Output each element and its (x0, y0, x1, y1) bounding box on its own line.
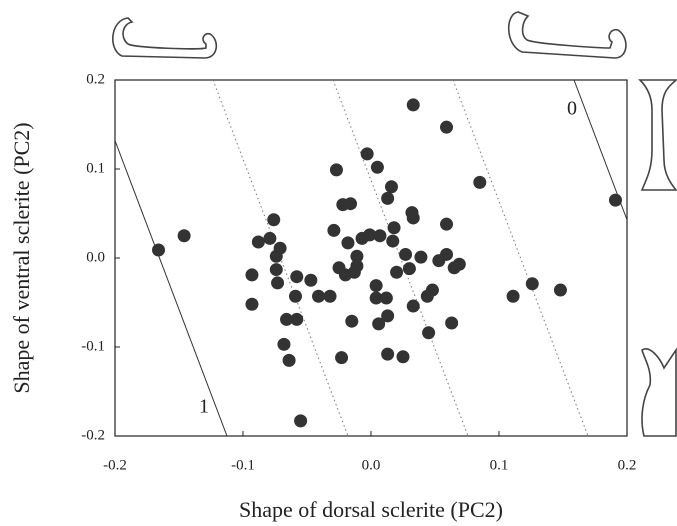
x-axis-title: Shape of dorsal sclerite (PC2) (239, 497, 503, 522)
point (386, 234, 400, 248)
point (372, 317, 386, 331)
point (251, 235, 265, 249)
point (327, 223, 341, 237)
point (381, 309, 395, 323)
x-tick-label: 0.2 (618, 457, 637, 473)
point (420, 289, 434, 303)
point (277, 337, 291, 351)
point (406, 98, 420, 112)
dotted-line (452, 80, 589, 436)
point (369, 291, 383, 305)
point (381, 347, 395, 361)
point (329, 163, 343, 177)
point (323, 289, 337, 303)
x-tick-label: -0.1 (231, 457, 255, 473)
point (363, 228, 377, 242)
point (406, 299, 420, 313)
y-tick-label: 0.0 (86, 249, 105, 265)
point (269, 263, 283, 277)
point (263, 231, 277, 245)
plot-frame (114, 79, 628, 437)
shape-icon (638, 79, 677, 191)
point (390, 265, 404, 279)
point (402, 262, 416, 276)
shape-icon (641, 347, 677, 437)
x-tick-label: 0.0 (362, 457, 381, 473)
point (396, 350, 410, 364)
y-tick-label: 0.1 (86, 160, 105, 176)
point (350, 259, 364, 273)
point (280, 312, 294, 326)
point (269, 249, 283, 263)
point (369, 279, 383, 293)
point (473, 175, 487, 189)
point (245, 297, 259, 311)
point (341, 236, 355, 250)
solid-line (115, 139, 228, 436)
point (152, 243, 166, 257)
point (445, 316, 459, 330)
point (553, 283, 567, 297)
point (312, 289, 326, 303)
point (290, 270, 304, 284)
point (399, 247, 413, 261)
point (608, 193, 622, 207)
y-axis-title: Shape of ventral sclerite (PC2) (9, 122, 34, 393)
iso-lines (115, 80, 627, 436)
point (440, 217, 454, 231)
point (373, 229, 387, 243)
point (525, 277, 539, 291)
point (290, 312, 304, 326)
solid-line (573, 80, 627, 222)
point (506, 289, 520, 303)
annotation: 0 (567, 98, 577, 120)
point (267, 213, 281, 227)
point (447, 261, 461, 275)
point (422, 326, 436, 340)
point (440, 120, 454, 134)
point (360, 147, 374, 161)
x-tick-label: 0.1 (490, 457, 509, 473)
point (384, 180, 398, 194)
point (335, 351, 349, 365)
point (271, 276, 285, 290)
point (288, 289, 302, 303)
point (304, 273, 318, 287)
y-tick-label: -0.1 (81, 338, 105, 354)
y-tick-label: -0.2 (81, 427, 105, 443)
y-tick-label: 0.2 (86, 71, 105, 87)
point (345, 314, 359, 328)
point (379, 291, 393, 305)
shape-icon (112, 17, 218, 59)
point (370, 160, 384, 174)
x-tick-label: -0.2 (103, 457, 127, 473)
point (282, 353, 296, 367)
point (344, 197, 358, 211)
point (406, 211, 420, 225)
point (350, 249, 364, 263)
point (177, 229, 191, 243)
annotation: 1 (199, 396, 209, 418)
point (432, 254, 446, 268)
point (245, 268, 259, 282)
point (414, 250, 428, 264)
point (387, 221, 401, 235)
point (381, 191, 395, 205)
shape-icon (507, 11, 627, 59)
point (294, 414, 308, 428)
